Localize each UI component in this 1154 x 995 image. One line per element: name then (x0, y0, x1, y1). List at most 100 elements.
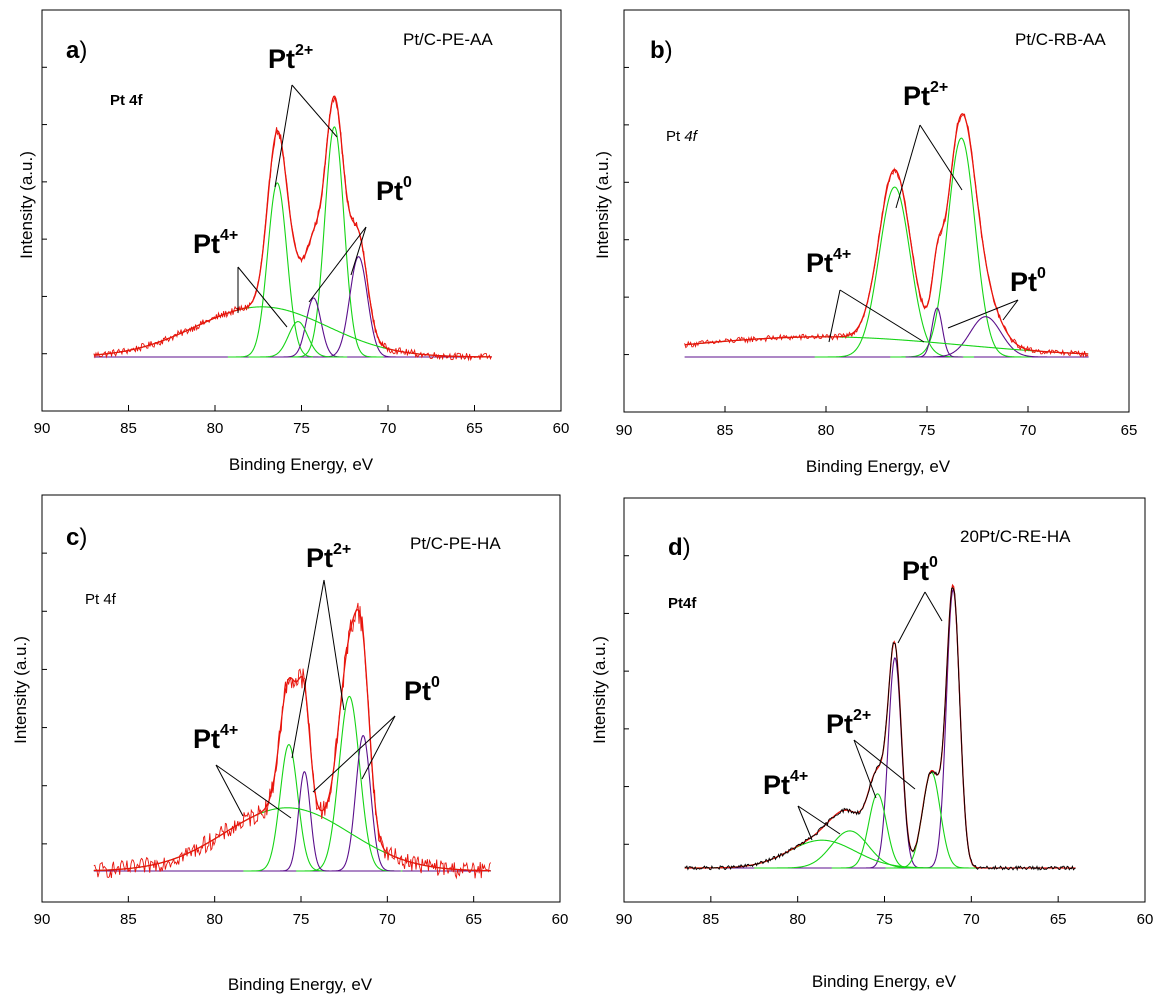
x-ticks: 90 85 80 75 70 65 60 (34, 552, 569, 928)
panel-letter: b) (650, 37, 673, 64)
plot-marks (684, 113, 1089, 359)
plot-frame (41, 494, 561, 903)
x-tick-label: 65 (465, 911, 482, 928)
arrow-pt2plus-a1 (274, 84, 293, 188)
fit-component (325, 734, 401, 872)
panel-letter-char: c (66, 524, 79, 551)
x-tick-label: 90 (616, 911, 633, 928)
fit-component (684, 839, 994, 869)
x-tick-label: 60 (1137, 911, 1154, 928)
y-axis-title: Intensity (a.u.) (17, 151, 36, 259)
arrow-pt4plus-c1 (215, 764, 244, 817)
peak-label-sup: 0 (1037, 265, 1046, 282)
peak-label-pt2plus: Pt2+ (268, 42, 313, 74)
arrow-pt0-c1 (312, 715, 396, 793)
x-tick-label: 70 (380, 420, 397, 437)
arrow-pt0-a1 (350, 226, 367, 276)
region-label: Pt 4f (666, 128, 699, 145)
peak-label-sup: 2+ (930, 79, 948, 96)
fit-envelope (684, 583, 1076, 869)
annotation-arrows (215, 579, 396, 819)
peak-label-base: Pt (806, 248, 833, 278)
x-tick-label: 70 (379, 911, 396, 928)
fit-envelope (684, 113, 1089, 355)
x-tick-label: 80 (789, 911, 806, 928)
fit-component (918, 588, 987, 869)
x-tick-label: 60 (553, 420, 570, 437)
y-axis-title: Intensity (a.u.) (590, 636, 609, 744)
region-label: Pt4f (668, 595, 697, 612)
arrow-pt2plus-b1 (895, 124, 921, 209)
x-tick-label: 85 (120, 911, 137, 928)
x-tick-label: 75 (919, 422, 936, 439)
x-tick-label: 75 (876, 911, 893, 928)
fit-component (312, 256, 404, 358)
region-label-main: Pt (666, 128, 684, 145)
peak-label-sup: 4+ (220, 722, 238, 739)
arrow-pt2plus-c1 (291, 579, 325, 759)
sample-label: Pt/C-RB-AA (1015, 30, 1106, 49)
arrow-pt4plus-a2 (237, 266, 288, 328)
x-tick-label: 85 (120, 420, 137, 437)
peak-label-sup: 2+ (295, 42, 313, 59)
fit-component (910, 307, 964, 358)
experimental-spectrum (684, 587, 1076, 872)
panel-letter-char: b (650, 37, 665, 64)
x-tick-label: 90 (616, 422, 633, 439)
region-label: Pt 4f (85, 591, 117, 608)
arrow-pt0-b2 (1002, 299, 1019, 321)
x-tick-label: 75 (293, 420, 310, 437)
fit-envelope (93, 95, 492, 358)
peak-label-sup: 2+ (333, 541, 351, 558)
x-tick-label: 70 (1020, 422, 1037, 439)
x-tick-label: 65 (466, 420, 483, 437)
peak-label-sup: 4+ (220, 227, 238, 244)
peak-label-pt2plus: Pt2+ (903, 79, 948, 111)
peak-label-base: Pt (903, 81, 930, 111)
panel-letter-paren: ) (79, 37, 87, 64)
arrow-pt2plus-d1 (853, 739, 877, 799)
peak-label-base: Pt (826, 709, 853, 739)
fit-component (814, 186, 975, 358)
panel-letter-char: d (668, 534, 683, 561)
peak-label-base: Pt (306, 543, 333, 573)
peak-label-base: Pt (763, 770, 790, 800)
x-tick-label: 90 (34, 420, 51, 437)
x-ticks: 90 85 80 75 70 65 60 (616, 555, 1154, 928)
x-tick-label: 75 (293, 911, 310, 928)
experimental-spectrum (93, 602, 491, 880)
x-tick-label: 80 (207, 420, 224, 437)
sample-label: 20Pt/C-RE-HA (960, 527, 1071, 546)
experimental-spectrum (684, 113, 1089, 359)
experimental-spectrum (93, 96, 492, 362)
arrow-pt2plus-b2 (919, 124, 963, 191)
fit-component (227, 182, 327, 358)
arrow-pt4plus-c2 (215, 764, 292, 819)
sample-label: Pt/C-PE-HA (410, 534, 501, 553)
peak-label-base: Pt (404, 676, 431, 706)
sample-label: Pt/C-PE-AA (403, 30, 493, 49)
x-tick-label: 60 (552, 911, 569, 928)
panel-letter: d) (668, 534, 691, 561)
peak-label-base: Pt (1010, 267, 1037, 297)
peak-label-pt4plus: Pt4+ (763, 768, 808, 800)
peak-label-pt0: Pt0 (376, 174, 412, 206)
panel-letter-char: a (66, 37, 80, 64)
peak-label-sup: 2+ (853, 707, 871, 724)
arrow-pt4plus-b1 (828, 289, 841, 343)
x-tick-label: 85 (702, 911, 719, 928)
peak-label-pt4plus: Pt4+ (806, 246, 851, 278)
plot-marks (93, 95, 492, 362)
x-axis-title: Binding Energy, eV (812, 972, 957, 991)
peak-label-sup: 4+ (790, 768, 808, 785)
peak-label-pt2plus: Pt2+ (826, 707, 871, 739)
panel-letter-paren: ) (79, 524, 87, 551)
panel-b: 90 85 80 75 70 65 Binding Energy, eV Intensit… (593, 9, 1137, 476)
peak-label-pt4plus: Pt4+ (193, 227, 238, 259)
peak-label-sup: 0 (431, 674, 440, 691)
peak-label-base: Pt (193, 724, 220, 754)
fit-component (831, 793, 923, 869)
x-tick-label: 90 (34, 911, 51, 928)
peak-label-base: Pt (376, 176, 403, 206)
arrow-pt2plus-d2 (853, 739, 916, 790)
